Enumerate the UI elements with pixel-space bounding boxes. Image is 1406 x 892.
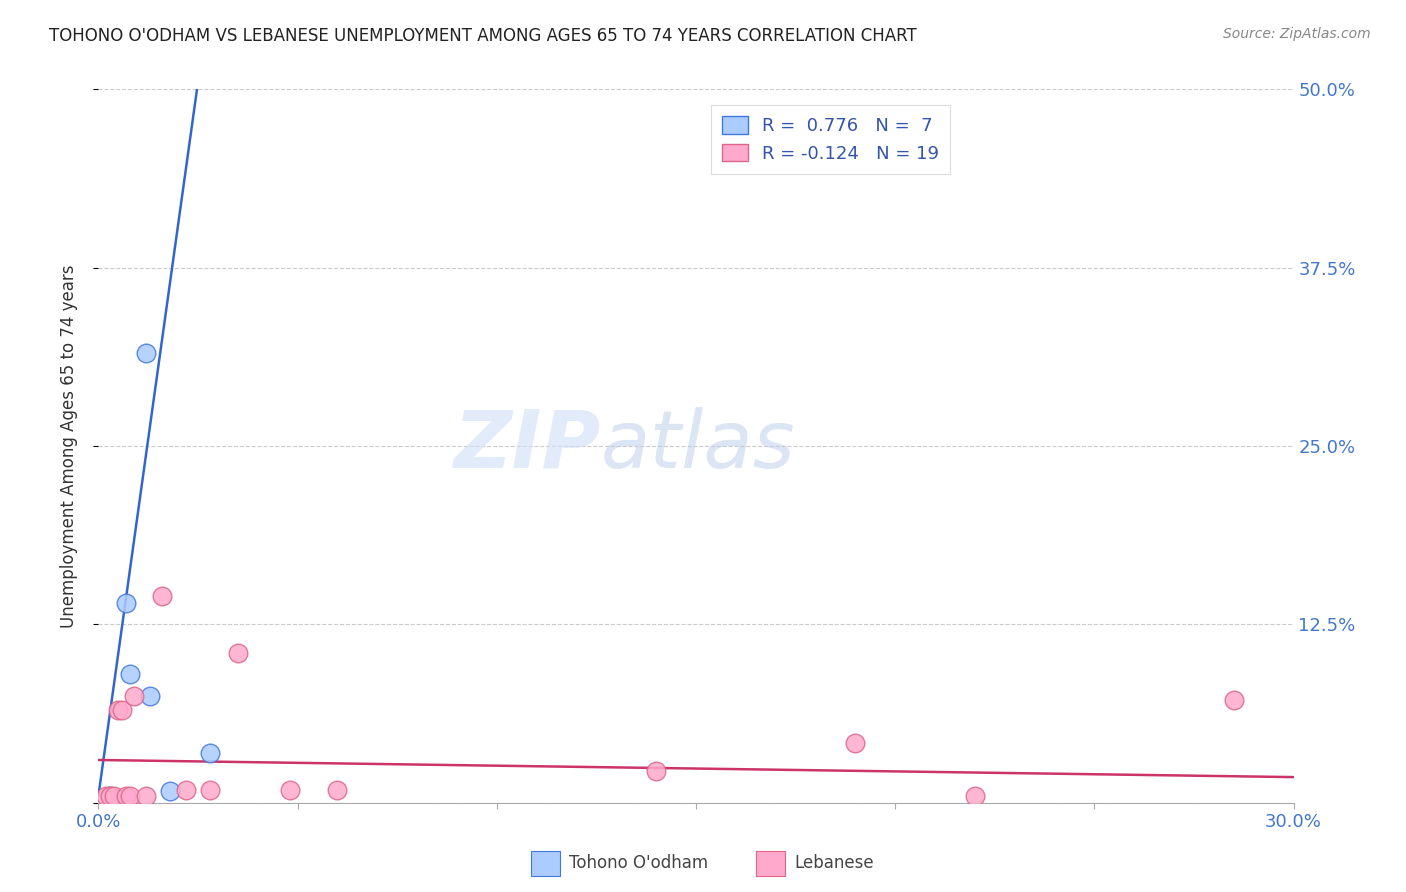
Y-axis label: Unemployment Among Ages 65 to 74 years: Unemployment Among Ages 65 to 74 years: [59, 264, 77, 628]
Text: atlas: atlas: [600, 407, 796, 485]
Point: [645, 764, 668, 779]
Point: [135, 346, 157, 360]
Text: ZIP: ZIP: [453, 407, 600, 485]
Point: [111, 703, 134, 717]
Point: [1222, 693, 1246, 707]
Point: [115, 596, 138, 610]
Point: [226, 646, 249, 660]
Point: [120, 667, 142, 681]
Point: [100, 789, 122, 803]
Point: [124, 689, 146, 703]
Point: [135, 789, 157, 803]
Point: [198, 783, 221, 797]
Point: [103, 789, 125, 803]
Point: [844, 736, 866, 750]
Text: TOHONO O'ODHAM VS LEBANESE UNEMPLOYMENT AMONG AGES 65 TO 74 YEARS CORRELATION CH: TOHONO O'ODHAM VS LEBANESE UNEMPLOYMENT …: [49, 27, 917, 45]
Point: [96, 789, 118, 803]
Point: [150, 589, 173, 603]
Point: [139, 689, 162, 703]
Point: [963, 789, 986, 803]
Text: Lebanese: Lebanese: [794, 855, 875, 872]
Point: [107, 703, 129, 717]
Point: [174, 783, 197, 797]
Legend: R =  0.776   N =  7, R = -0.124   N = 19: R = 0.776 N = 7, R = -0.124 N = 19: [711, 105, 950, 174]
Point: [100, 789, 122, 803]
Text: Source: ZipAtlas.com: Source: ZipAtlas.com: [1223, 27, 1371, 41]
Point: [326, 783, 349, 797]
Point: [278, 783, 301, 797]
Point: [115, 789, 138, 803]
Text: Tohono O'odham: Tohono O'odham: [569, 855, 709, 872]
Point: [159, 784, 181, 798]
Point: [198, 746, 221, 760]
Point: [120, 789, 142, 803]
